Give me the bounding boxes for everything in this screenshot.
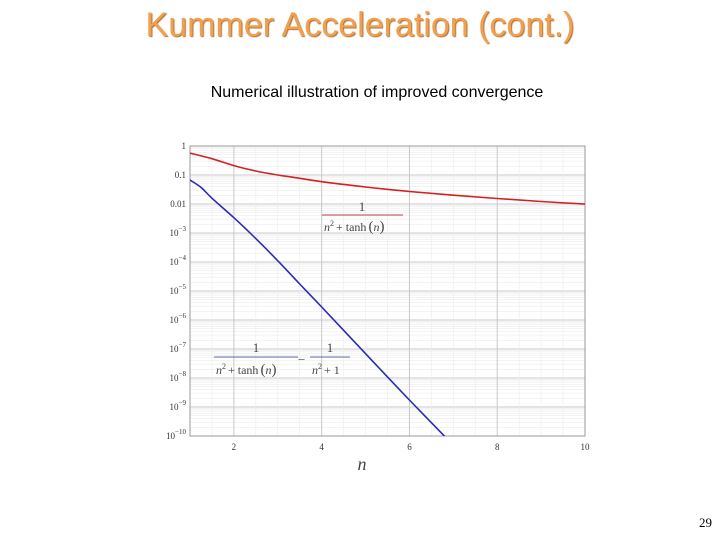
y-tick-label: 10−6 — [170, 312, 187, 325]
red-series-label: 1 n2 + tanh (n) — [322, 199, 403, 235]
x-tick-label: 4 — [319, 442, 324, 452]
red-label-denominator: n2 + tanh (n) — [324, 219, 384, 235]
x-axis-label: n — [358, 454, 367, 474]
y-tick-labels: 1 0.1 0.01 10−3 10−4 10−5 10−6 10−7 10−8 10−9 10−1… — [166, 141, 186, 441]
y-tick-label: 10−10 — [166, 428, 186, 441]
plot-frame — [189, 145, 586, 437]
x-tick-label: 8 — [495, 442, 500, 452]
series-lines — [190, 152, 585, 436]
x-tick-labels: 2 4 6 8 10 — [232, 442, 590, 452]
chart-grid — [190, 145, 586, 437]
red-label-numerator: 1 — [359, 199, 366, 214]
y-tick-label: 0.01 — [170, 199, 186, 209]
y-tick-label: 1 — [182, 141, 187, 151]
red-series-line — [190, 152, 585, 205]
x-tick-label: 2 — [232, 442, 237, 452]
blue-label-minus: − — [298, 352, 305, 367]
x-tick-label: 6 — [407, 442, 412, 452]
blue-label-numerator-1: 1 — [253, 340, 260, 355]
y-tick-label: 10−4 — [170, 254, 187, 267]
x-tick-label: 10 — [581, 442, 591, 452]
blue-series-label: 1 n2 + tanh (n) − 1 n2 + 1 — [214, 340, 350, 378]
page-number: 29 — [699, 515, 712, 530]
blue-label-denominator-2: n2 + 1 — [312, 362, 340, 377]
y-tick-label: 10−5 — [170, 283, 187, 296]
y-tick-label: 10−7 — [170, 341, 187, 354]
blue-label-denominator-1: n2 + tanh (n) — [216, 362, 276, 378]
slide-subtitle: Numerical illustration of improved conve… — [210, 84, 544, 101]
y-tick-label: 10−9 — [170, 399, 187, 412]
y-tick-label: 10−8 — [170, 370, 187, 383]
blue-series-line — [190, 179, 446, 436]
y-tick-label: 10−3 — [170, 225, 187, 238]
blue-label-numerator-2: 1 — [327, 340, 334, 355]
slide-title: Kummer Acceleration (cont.) — [145, 6, 575, 44]
y-tick-label: 0.1 — [175, 170, 186, 180]
